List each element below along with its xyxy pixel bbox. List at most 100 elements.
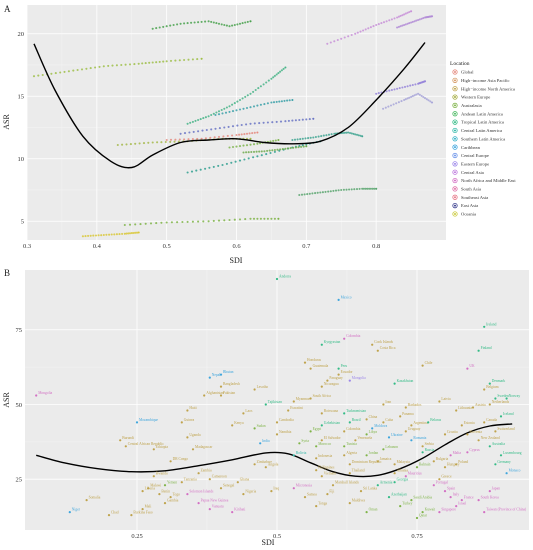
region-point <box>72 69 75 72</box>
country-marker <box>471 406 475 409</box>
region-point <box>327 190 330 193</box>
region-point <box>430 101 434 104</box>
country-label: Somalia <box>89 496 101 500</box>
country-label: Lithuania <box>458 406 472 410</box>
country-label: Senegal <box>223 484 234 488</box>
country-marker <box>141 508 144 511</box>
region-point <box>244 21 247 24</box>
region-point <box>420 94 423 97</box>
country-label: Greece <box>441 475 452 479</box>
region-point <box>191 220 194 223</box>
panel-a-y-axis-title: ASR <box>2 114 11 130</box>
country-label: DR Congo <box>173 457 189 461</box>
country-marker <box>421 445 424 448</box>
region-point <box>350 188 353 191</box>
region-point <box>155 27 158 30</box>
country-label: Mexico <box>341 295 352 299</box>
region-point <box>319 191 322 194</box>
region-point <box>233 218 236 221</box>
country-label: Malawi <box>150 484 161 488</box>
country-label: Sudan <box>257 424 266 428</box>
country-marker <box>483 388 486 391</box>
region-point <box>271 121 274 124</box>
region-point <box>401 14 404 17</box>
region-point <box>343 36 346 39</box>
country-point: Ecuador <box>337 370 353 376</box>
country-label: Eswatini <box>290 406 303 410</box>
country-marker <box>242 493 245 496</box>
country-point: Kiribati <box>231 508 245 514</box>
region-point <box>242 151 245 154</box>
country-point: Malta <box>449 451 461 457</box>
x-tick-label: 0.5 <box>273 533 281 540</box>
legend-swatch-dot <box>454 112 456 115</box>
country-point: Austria <box>471 403 486 409</box>
region-point <box>228 110 231 113</box>
region-point <box>187 138 190 141</box>
region-point <box>249 217 252 220</box>
country-marker <box>348 379 351 382</box>
region-point <box>286 147 290 150</box>
country-point: Belarus <box>427 418 442 424</box>
region-point <box>305 118 308 121</box>
region-point <box>151 27 154 30</box>
region-point <box>204 167 207 170</box>
country-point: Syria <box>298 439 309 445</box>
region-point <box>279 148 282 151</box>
country-label: Madagascar <box>195 445 213 449</box>
region-point <box>300 193 304 196</box>
region-point <box>278 100 281 103</box>
country-point: Switzerland <box>494 427 515 433</box>
country-marker <box>376 484 379 487</box>
region-point <box>422 17 425 20</box>
region-point <box>393 88 396 91</box>
region-point <box>312 117 315 120</box>
region-point <box>221 112 224 115</box>
region-point <box>427 99 430 102</box>
region-point <box>355 188 359 191</box>
region-point <box>212 219 215 222</box>
region-point <box>110 233 113 236</box>
region-point <box>388 89 391 92</box>
country-point: Solomon Islands <box>186 490 214 496</box>
country-label: Croatia <box>447 430 458 434</box>
country-marker <box>135 421 139 424</box>
region-point <box>124 63 127 66</box>
region-point <box>231 110 235 113</box>
legend-label: Caribbean <box>461 145 481 150</box>
country-point: Luxembourg <box>499 451 522 457</box>
country-label: Cameroon <box>212 475 227 479</box>
region-point <box>238 108 242 111</box>
legend-swatch <box>452 203 458 209</box>
region-point <box>291 138 294 142</box>
legend-item: East Asia <box>452 203 478 209</box>
country-point: Maldives <box>348 499 366 505</box>
country-label: El Salvador <box>324 436 342 440</box>
region-point <box>241 22 244 25</box>
country-label: Qatar <box>419 514 428 518</box>
country-point: Zambia <box>197 469 212 475</box>
region-point <box>403 85 407 88</box>
region-point <box>186 220 189 223</box>
country-marker <box>326 379 329 382</box>
country-point: Burundi <box>119 436 134 442</box>
region-point <box>384 106 387 109</box>
country-marker <box>320 412 323 415</box>
country-label: Italy <box>453 493 460 497</box>
region-point <box>320 135 323 138</box>
y-tick-label: 75 <box>16 327 23 334</box>
region-point <box>334 189 338 192</box>
region-point <box>80 68 84 71</box>
region-point <box>217 164 220 167</box>
country-label: Burkina Faso <box>133 511 152 515</box>
region-point <box>170 221 173 224</box>
country-marker <box>231 510 234 514</box>
country-point: El Salvador <box>320 436 342 442</box>
region-point <box>282 67 285 70</box>
country-label: Indonesia <box>318 454 332 458</box>
legend-label: High−income Asia Pacific <box>461 78 510 83</box>
region-point <box>299 138 302 141</box>
region-point <box>298 118 301 122</box>
country-marker <box>410 424 413 427</box>
country-point: Mauritius <box>404 472 422 478</box>
